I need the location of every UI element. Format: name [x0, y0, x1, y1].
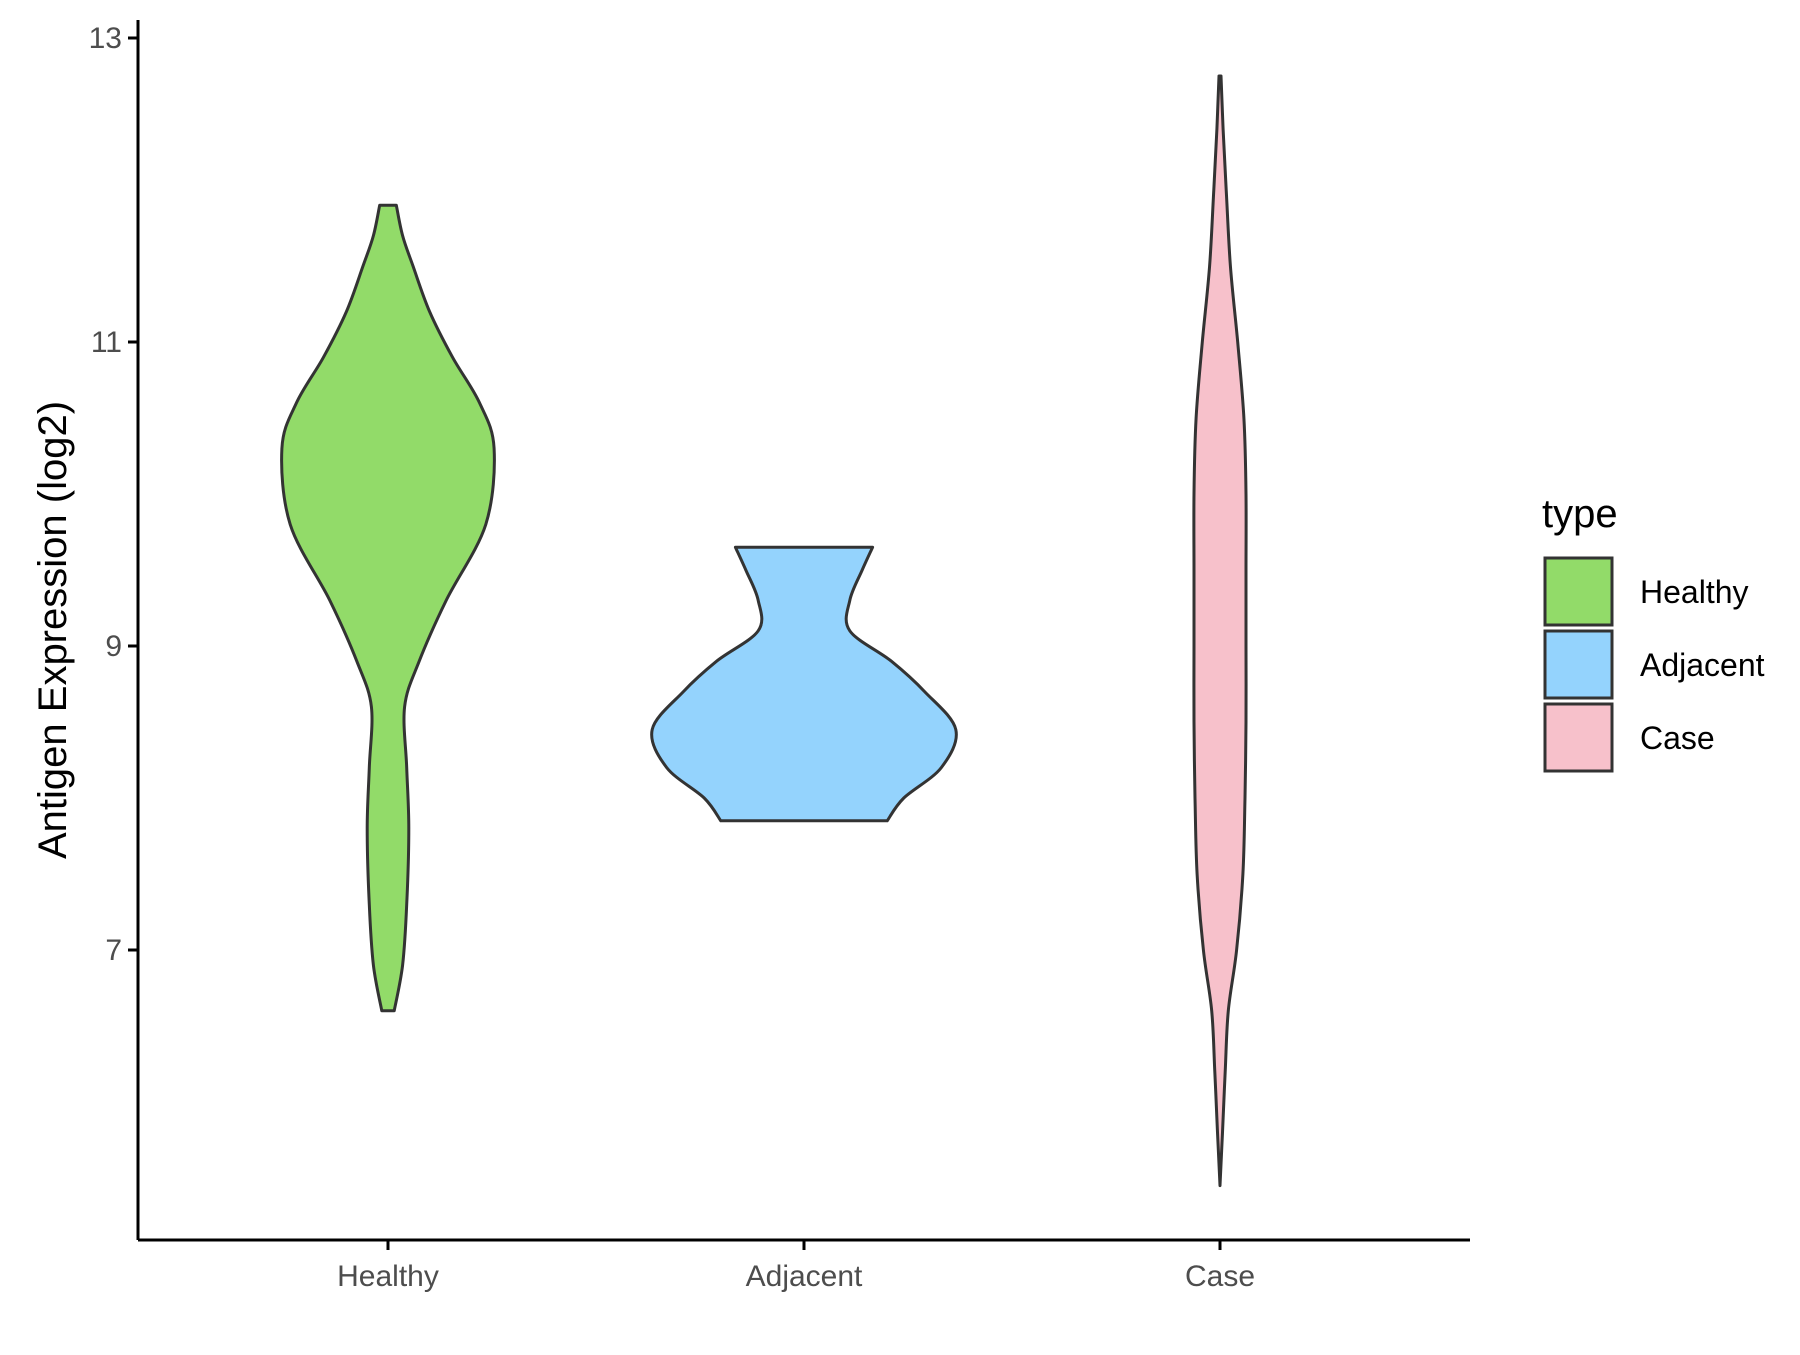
violins-layer — [280, 74, 1248, 1188]
y-tick-label: 13 — [89, 22, 122, 55]
y-ticks: 7 9 11 13 — [89, 22, 138, 967]
y-axis-title: Antigen Expression (log2) — [31, 401, 75, 859]
x-tick-label: Case — [1185, 1260, 1255, 1293]
violin-case — [1192, 74, 1248, 1188]
axes-layer: 7 9 11 13 Healthy Adjacent Case Antigen Expre… — [31, 20, 1470, 1293]
legend-label-case: Case — [1640, 720, 1715, 756]
x-ticks: Healthy Adjacent Case — [337, 1240, 1255, 1293]
violin-adjacent — [650, 545, 958, 823]
violin-healthy — [280, 203, 496, 1013]
legend-key-adjacent — [1543, 629, 1614, 700]
legend-items: Healthy Adjacent Case — [1543, 556, 1765, 773]
x-tick-label: Healthy — [337, 1260, 439, 1293]
y-tick-label: 7 — [105, 934, 122, 967]
legend-key-healthy — [1543, 556, 1614, 627]
legend-key-case — [1543, 702, 1614, 773]
legend-title: type — [1542, 492, 1618, 536]
legend: type Healthy Adjacent Case — [1542, 492, 1765, 773]
y-tick-label: 11 — [91, 326, 122, 359]
legend-label-healthy: Healthy — [1640, 574, 1749, 610]
legend-label-adjacent: Adjacent — [1640, 647, 1765, 683]
y-tick-label: 9 — [105, 630, 122, 663]
x-tick-label: Adjacent — [746, 1260, 863, 1293]
